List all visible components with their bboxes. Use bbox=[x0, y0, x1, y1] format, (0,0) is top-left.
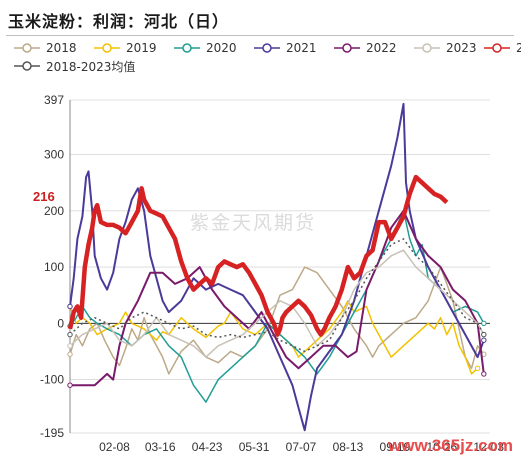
x-tick-label: 04-23 bbox=[192, 440, 223, 454]
legend-item-2020[interactable]: 2020 bbox=[174, 40, 237, 56]
y-tick-label: 300 bbox=[44, 148, 64, 162]
legend-label: 2018 bbox=[46, 41, 77, 55]
legend-label: 2019 bbox=[126, 41, 157, 55]
legend-label: 2022 bbox=[366, 41, 397, 55]
x-tick-label: 10-26 bbox=[426, 440, 457, 454]
legend-marker bbox=[174, 43, 200, 53]
watermark: 紫金天风期货 bbox=[190, 212, 317, 234]
legend-marker bbox=[94, 43, 120, 53]
x-tick-label: 07-07 bbox=[286, 440, 317, 454]
legend-marker bbox=[254, 43, 280, 53]
series-line-2022 bbox=[70, 209, 485, 387]
legend-item-2022[interactable]: 2022 bbox=[334, 40, 397, 56]
legend-marker bbox=[14, 43, 40, 53]
legend-label: 2021 bbox=[286, 41, 317, 55]
series-point-2021-end bbox=[481, 337, 487, 343]
series-point-2021-start bbox=[67, 303, 73, 310]
y-tick-label: -100 bbox=[40, 373, 64, 387]
last-value-label: 216 bbox=[33, 189, 55, 204]
series-point-2019-end bbox=[474, 365, 481, 372]
x-tick-label: 12-03 bbox=[473, 440, 504, 454]
y-tick-label: 397 bbox=[44, 93, 64, 107]
legend-item-2018-2023均值[interactable]: 2018-2023均值 bbox=[14, 58, 135, 74]
legend-item-2023[interactable]: 2023 bbox=[414, 40, 477, 56]
series-line-2018 bbox=[69, 266, 485, 375]
series-point-2018-start bbox=[67, 351, 73, 357]
series-line-2024 bbox=[67, 174, 449, 337]
x-tick-label: 09-19 bbox=[380, 440, 411, 454]
series-point-2023-start bbox=[67, 343, 73, 349]
legend-item-2021[interactable]: 2021 bbox=[254, 40, 317, 56]
line-chart: 397 300 200 100 0 -100 -195 02-08 03-16 04-23 05-3… bbox=[40, 93, 504, 454]
y-tick-label: 200 bbox=[44, 204, 64, 218]
y-tick-label: 100 bbox=[44, 260, 64, 274]
legend-label: 2023 bbox=[446, 41, 477, 55]
series-point-2022-start bbox=[67, 382, 73, 388]
legend-item-2019[interactable]: 2019 bbox=[94, 40, 157, 56]
legend-marker bbox=[414, 43, 440, 53]
series-line-2021 bbox=[69, 102, 485, 432]
x-tick-label: 08-13 bbox=[333, 440, 364, 454]
legend-item-2024[interactable]: 2024 bbox=[484, 40, 521, 56]
legend-label: 2020 bbox=[206, 41, 237, 55]
legend-marker bbox=[14, 61, 40, 71]
legend-marker bbox=[484, 43, 510, 53]
x-tick-label: 02-08 bbox=[99, 440, 130, 454]
legend-marker bbox=[334, 43, 360, 53]
legend: 2018 2019 2020 2021 2022 2023 2024 2018-2023均值 bbox=[14, 40, 521, 84]
site-watermark: www.365jz.com bbox=[388, 436, 514, 455]
series-point-2020-end bbox=[481, 320, 487, 327]
legend-label: 2024 bbox=[516, 41, 521, 55]
legend-label: 2018-2023均值 bbox=[46, 59, 136, 74]
title-divider bbox=[6, 35, 514, 36]
series-point-2022-end bbox=[481, 371, 487, 377]
series-point-2018-2023均值-start bbox=[67, 331, 73, 338]
y-tick-label: 0 bbox=[57, 316, 64, 330]
x-tick-label: 05-31 bbox=[239, 440, 270, 454]
series-line-2020 bbox=[69, 210, 485, 403]
chart-title: 玉米淀粉：利润：河北（日） bbox=[8, 12, 230, 31]
x-tick-label: 03-16 bbox=[145, 440, 176, 454]
series-line-2023 bbox=[69, 249, 485, 358]
legend-item-2018[interactable]: 2018 bbox=[14, 40, 77, 56]
y-tick-label: -195 bbox=[40, 426, 64, 440]
series-point-2018-2023均值-end bbox=[481, 331, 487, 338]
